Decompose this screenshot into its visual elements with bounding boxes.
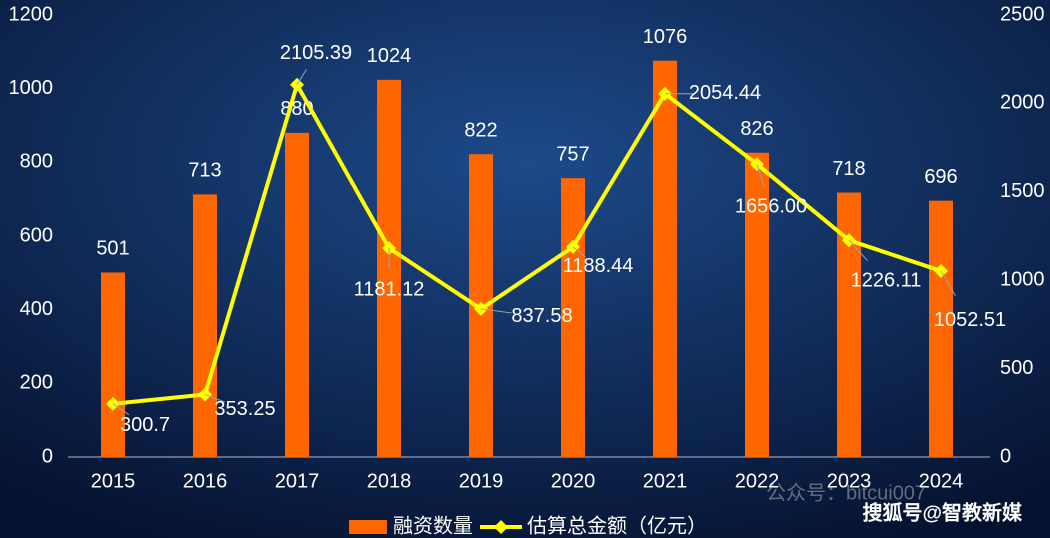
line-value-label: 300.7 xyxy=(120,414,170,436)
legend-label: 估算总金额（亿元） xyxy=(527,514,707,537)
bar xyxy=(653,60,677,457)
y-tick-label: 800 xyxy=(20,151,53,173)
legend-swatch xyxy=(349,520,387,534)
x-tick-label: 2022 xyxy=(735,470,780,492)
y-tick-label: 1000 xyxy=(9,77,54,99)
x-tick-label: 2015 xyxy=(91,470,136,492)
bar xyxy=(101,272,125,457)
label-leader xyxy=(572,246,586,258)
y2-tick-label: 0 xyxy=(1000,445,1011,467)
x-tick-label: 2023 xyxy=(827,470,872,492)
bar-value-label: 1024 xyxy=(367,45,412,67)
line-value-label: 1656.00 xyxy=(735,196,807,218)
line-value-label: 837.58 xyxy=(511,305,572,327)
bar xyxy=(561,178,585,457)
bar-value-label: 501 xyxy=(96,238,129,260)
y-tick-label: 0 xyxy=(42,445,53,467)
x-tick-label: 2016 xyxy=(183,470,228,492)
bar-value-label: 757 xyxy=(556,143,589,165)
legend-label: 融资数量 xyxy=(393,514,473,537)
x-tick-label: 2021 xyxy=(643,470,688,492)
bar-value-label: 1076 xyxy=(643,26,688,48)
label-leader xyxy=(940,270,956,297)
y-tick-label: 1200 xyxy=(9,3,54,25)
label-leader xyxy=(112,403,130,416)
line-value-label: 1226.11 xyxy=(851,270,922,292)
x-tick-label: 2019 xyxy=(459,470,504,492)
line-value-label: 2054.44 xyxy=(689,82,761,104)
legend-marker xyxy=(494,520,508,534)
label-leader xyxy=(296,69,307,86)
bar xyxy=(929,200,953,457)
bar-value-label: 713 xyxy=(188,160,221,182)
bar-value-label: 826 xyxy=(740,118,773,140)
bar xyxy=(193,194,217,457)
line-value-label: 2105.39 xyxy=(280,42,352,64)
bar-value-label: 822 xyxy=(464,120,497,142)
line-value-label: 1188.44 xyxy=(563,255,634,277)
bar xyxy=(745,152,769,458)
label-leader xyxy=(756,164,765,186)
bar-value-label: 718 xyxy=(832,158,865,180)
y2-tick-label: 1000 xyxy=(1000,268,1045,290)
line xyxy=(112,82,942,406)
watermark: 公众号：bitcui007 xyxy=(766,481,926,504)
x-tick-label: 2017 xyxy=(275,470,320,492)
watermark: 搜狐号@智教新媒 xyxy=(862,500,1023,524)
y2-tick-label: 1500 xyxy=(1000,180,1045,202)
y2-tick-label: 2000 xyxy=(1000,92,1045,114)
y-tick-label: 600 xyxy=(20,224,53,246)
label-leader xyxy=(204,394,226,403)
label-leader xyxy=(480,308,512,314)
label-leader xyxy=(848,239,868,262)
y2-tick-label: 500 xyxy=(1000,357,1033,379)
y-tick-label: 400 xyxy=(20,298,53,320)
line-value-label: 353.25 xyxy=(214,398,275,420)
line-value-label: 1052.51 xyxy=(934,309,1006,331)
bar-value-label: 696 xyxy=(924,166,957,188)
x-tick-label: 2018 xyxy=(367,470,412,492)
y-tick-label: 200 xyxy=(20,372,53,394)
x-tick-label: 2024 xyxy=(919,470,964,492)
line-value-label: 1181.12 xyxy=(354,278,425,300)
y2-tick-label: 2500 xyxy=(1000,3,1045,25)
bar xyxy=(285,132,309,457)
x-tick-label: 2020 xyxy=(551,470,596,492)
